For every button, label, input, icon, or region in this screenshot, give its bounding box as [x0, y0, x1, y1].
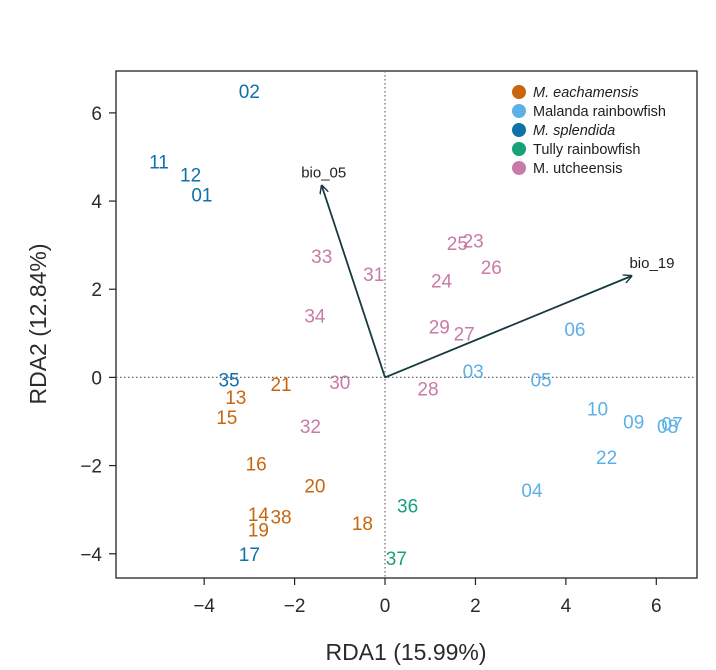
biplot-arrows: bio_05 bio_19 [301, 165, 674, 379]
sample-point: 27 [454, 324, 475, 345]
sample-point: 16 [246, 454, 267, 475]
y-tick-label: −4 [80, 545, 102, 566]
sample-point: 32 [300, 417, 321, 438]
sample-point: 12 [180, 166, 201, 187]
sample-point: 26 [481, 258, 502, 279]
legend-entry: Tully rainbowfish [533, 142, 640, 158]
sample-point: 38 [270, 507, 291, 528]
sample-point: 05 [530, 371, 551, 392]
sample-point: 04 [521, 481, 543, 502]
sample-point: 17 [239, 545, 260, 566]
legend-entry: Malanda rainbowfish [533, 104, 666, 120]
sample-point: 36 [397, 496, 418, 517]
plot-frame [115, 70, 698, 579]
sample-point: 33 [311, 247, 332, 268]
legend-swatch [512, 104, 526, 118]
x-tick-label: 6 [651, 596, 662, 617]
sample-point: 10 [587, 399, 608, 420]
sample-point: 37 [386, 549, 407, 570]
sample-point: 01 [191, 185, 212, 206]
x-tick-label: −2 [284, 596, 306, 617]
sample-point: 13 [225, 388, 246, 409]
sample-point: 21 [270, 375, 291, 396]
y-tick-label: 2 [91, 280, 102, 301]
x-tick-label: 2 [470, 596, 481, 617]
sample-point: 25 [447, 234, 468, 255]
x-tick-label: 0 [380, 596, 391, 617]
legend-entry: M. splendida [533, 123, 615, 139]
legend-entry: M. eachamensis [533, 85, 639, 101]
sample-point: 18 [352, 514, 373, 535]
sample-point: 07 [662, 415, 683, 436]
y-tick-label: 0 [91, 368, 102, 389]
sample-point: 06 [564, 320, 585, 341]
y-axis: −4 −2 0 2 4 6 [80, 104, 116, 566]
sample-point: 15 [216, 408, 237, 429]
sample-point: 03 [463, 362, 484, 383]
legend-swatch [512, 142, 526, 156]
sample-point: 09 [623, 412, 644, 433]
sample-point: 28 [417, 379, 438, 400]
x-tick-label: −4 [193, 596, 215, 617]
sample-point: 24 [431, 271, 453, 292]
sample-point: 23 [463, 232, 484, 253]
legend-swatch [512, 85, 526, 99]
legend-entry: M. utcheensis [533, 161, 622, 177]
x-axis-title: RDA1 (15.99%) [325, 639, 486, 665]
arrow-label: bio_05 [301, 165, 346, 182]
sample-point: 20 [304, 476, 325, 497]
sample-point: 34 [304, 307, 326, 328]
x-tick-label: 4 [561, 596, 572, 617]
arrow-label: bio_19 [629, 255, 674, 272]
legend-swatch [512, 161, 526, 175]
sample-point: 02 [239, 82, 260, 103]
legend: M. eachamensis Malanda rainbowfish M. sple… [512, 85, 666, 177]
sample-point: 29 [429, 318, 450, 339]
arrow-bio-05 [322, 186, 386, 378]
sample-point: 14 [248, 505, 270, 526]
y-tick-label: −2 [80, 457, 102, 478]
sample-point: 31 [363, 265, 384, 286]
y-tick-label: 4 [91, 192, 102, 213]
sample-point: 11 [149, 152, 169, 173]
sample-point: 19 [248, 521, 269, 542]
zero-lines [116, 71, 697, 578]
sample-point: 35 [218, 371, 239, 392]
legend-swatch [512, 123, 526, 137]
sample-point: 22 [596, 448, 617, 469]
sample-point: 08 [657, 417, 678, 438]
y-tick-label: 6 [91, 104, 102, 125]
x-axis: −4 −2 0 2 4 6 [193, 578, 662, 617]
sample-point: 30 [329, 373, 350, 394]
arrow-bio-19 [384, 276, 631, 379]
y-axis-title: RDA2 (12.84%) [25, 243, 51, 404]
